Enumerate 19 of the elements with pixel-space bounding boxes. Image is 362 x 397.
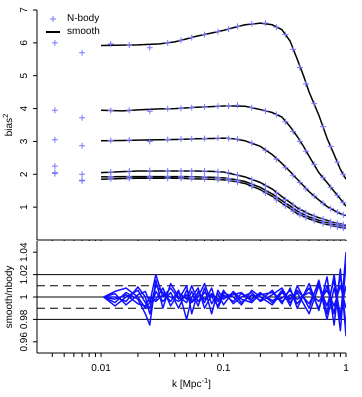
y-tick-label: 6 <box>19 40 30 46</box>
y-tick-label: 0.96 <box>19 332 30 352</box>
y-tick-label: 2 <box>19 171 30 178</box>
y-tick-label: 1.02 <box>19 264 30 284</box>
y-tick-label: 7 <box>19 6 30 13</box>
x-axis-title: k [Mpc$^{-1}$] <box>172 376 212 390</box>
legend-label: N-body <box>67 12 100 25</box>
y-tick-label: 1.04 <box>19 242 30 262</box>
y-tick-label: 4 <box>19 105 30 112</box>
legend-label: smooth <box>67 25 100 38</box>
y-axis-title: smooth/nbody <box>4 266 15 328</box>
x-tick-label: 0.1 <box>216 363 231 374</box>
y-tick-label: 1 <box>19 204 30 210</box>
x-tick-label: 1 <box>343 363 350 374</box>
x-tick-label: 0.01 <box>91 363 112 374</box>
y-tick-label: 0.98 <box>19 309 30 330</box>
y-tick-label: 3 <box>19 138 30 144</box>
y-tick-label: 5 <box>19 72 30 78</box>
y-tick-label: 1 <box>19 294 30 300</box>
